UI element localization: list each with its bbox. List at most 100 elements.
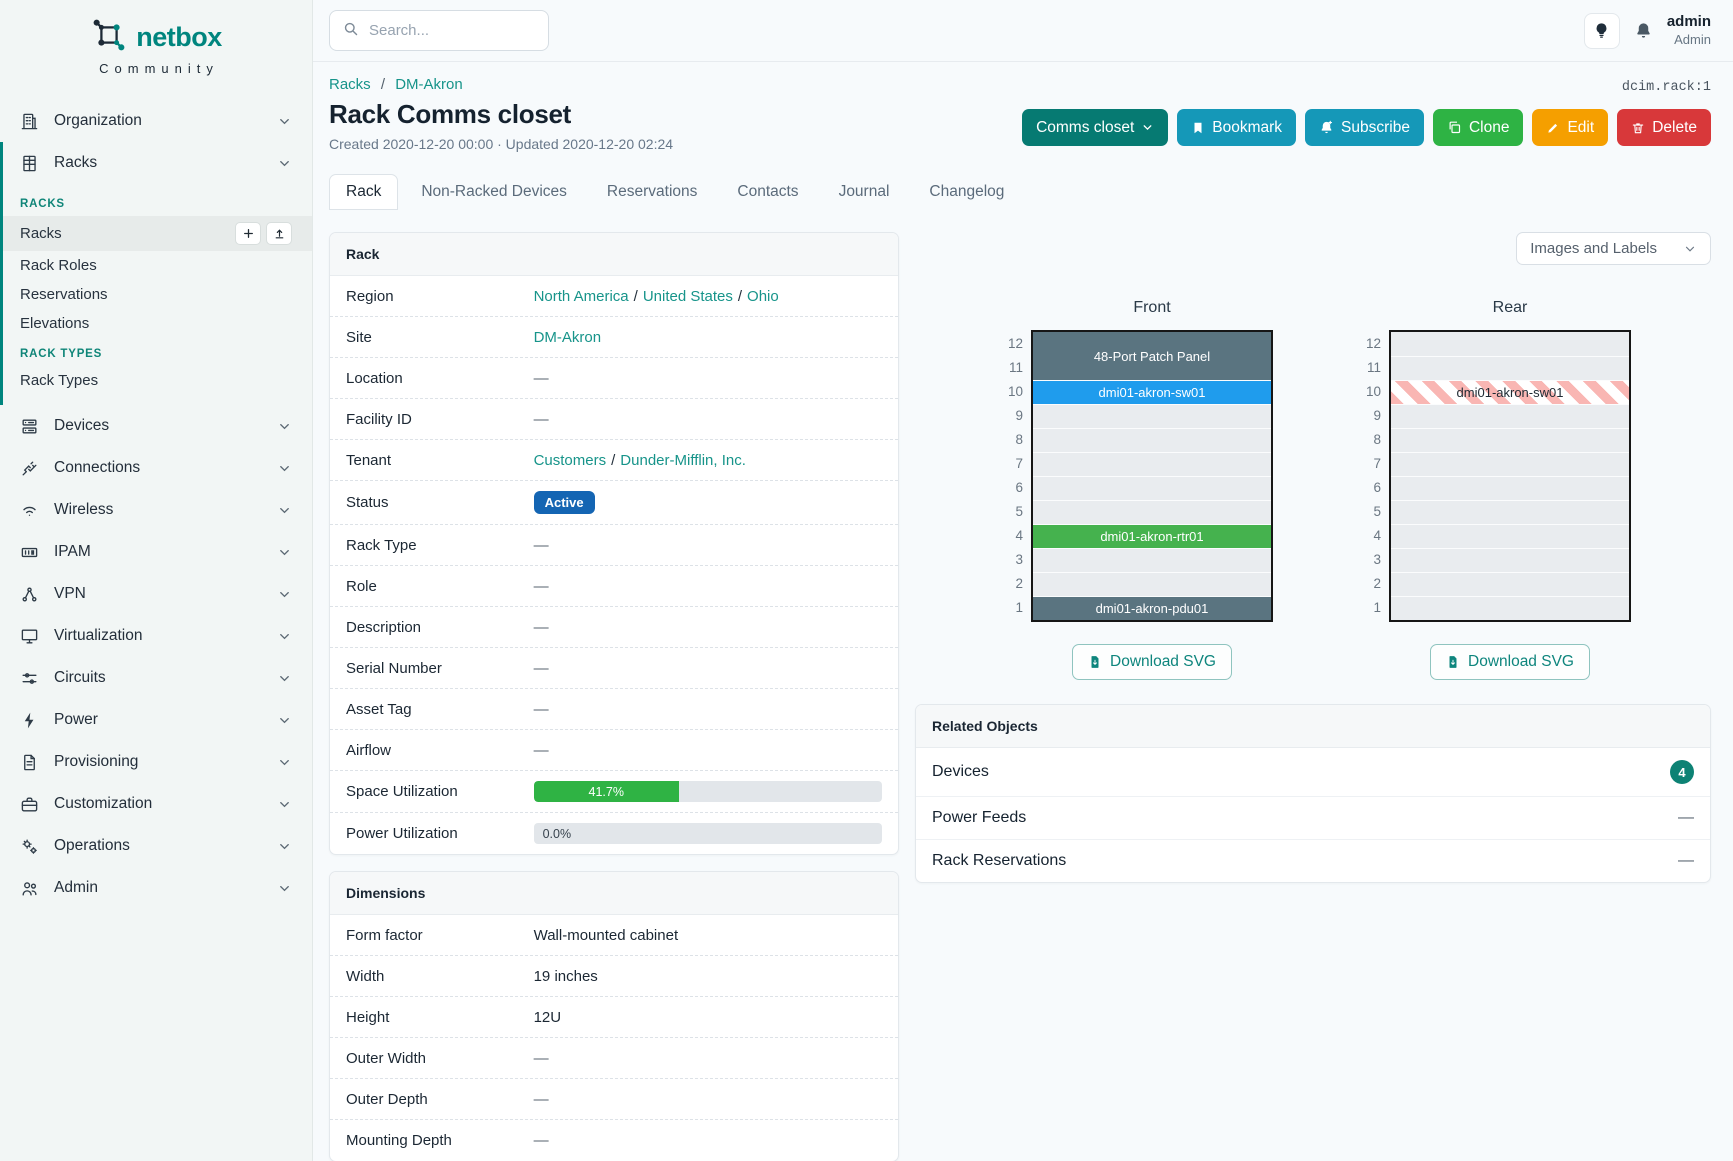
related-row-power-feeds[interactable]: Power Feeds — <box>916 797 1710 840</box>
rack-unit-empty[interactable] <box>1033 548 1271 572</box>
unit-number: 4 <box>1373 528 1381 543</box>
sidebar-item-operations[interactable]: Operations <box>0 825 312 867</box>
rack-unit-empty[interactable] <box>1033 500 1271 524</box>
sidebar-item-admin[interactable]: Admin <box>0 867 312 909</box>
sidebar-item-customization[interactable]: Customization <box>0 783 312 825</box>
related-row-rack-reservations[interactable]: Rack Reservations — <box>932 852 1694 869</box>
unit-number: 8 <box>1373 432 1381 447</box>
bell-plus-icon <box>1321 120 1333 134</box>
sidebar-item-racks[interactable]: Racks <box>0 142 312 184</box>
rack-unit-empty[interactable] <box>1391 404 1629 428</box>
sidebar-item-organization[interactable]: Organization <box>0 100 312 142</box>
notifications-bell-icon[interactable] <box>1634 21 1653 40</box>
page-title: Rack Comms closet <box>329 99 572 129</box>
pencil-icon <box>1548 123 1558 133</box>
add-rack-button[interactable] <box>235 222 261 245</box>
rack-unit-device[interactable]: 48-Port Patch Panel <box>1033 332 1271 380</box>
sidebar-item-rack-types[interactable]: Rack Types <box>20 372 99 389</box>
sidebar-item-vpn[interactable]: VPN <box>0 573 312 615</box>
users-icon <box>20 878 40 898</box>
user-menu[interactable]: admin Admin <box>1667 13 1711 48</box>
sidebar-item-ipam[interactable]: IPAM <box>0 531 312 573</box>
briefcase-icon <box>20 794 40 814</box>
sidebar-item-circuits[interactable]: Circuits <box>0 657 312 699</box>
rack-unit-empty[interactable] <box>1033 404 1271 428</box>
related-row-devices[interactable]: Devices 4 <box>916 748 1710 797</box>
sidebar-item-provisioning[interactable]: Provisioning <box>0 741 312 783</box>
rack-unit-empty[interactable] <box>1391 572 1629 596</box>
related-objects-title: Related Objects <box>916 705 1710 748</box>
site-link[interactable]: DM-Akron <box>533 328 602 346</box>
rack-unit-empty[interactable] <box>1391 548 1629 572</box>
tenant-link[interactable]: Dunder-Mifflin, Inc. <box>620 451 746 469</box>
sidebar-item-racks-list[interactable]: Racks <box>0 216 312 251</box>
sidebar-item-devices[interactable]: Devices <box>0 405 312 447</box>
download-svg-rear-button[interactable]: Download SVG <box>1430 644 1590 680</box>
chevron-down-icon <box>277 881 292 896</box>
bookmark-button[interactable]: Bookmark <box>1177 109 1297 146</box>
sidebar-nav: Organization Racks RACKS <box>0 100 312 909</box>
region-link[interactable]: United States <box>642 287 733 305</box>
elevation-view-select[interactable]: Images and Labels <box>1516 232 1711 265</box>
rack-unit-empty[interactable] <box>1033 452 1271 476</box>
rename-dropdown-button[interactable]: Comms closet <box>1022 109 1169 146</box>
devices-count-badge: 4 <box>1670 760 1694 784</box>
rack-unit-device[interactable]: dmi01-akron-rtr01 <box>1033 524 1271 548</box>
region-link[interactable]: North America <box>533 287 629 305</box>
subscribe-button[interactable]: Subscribe <box>1305 109 1424 146</box>
rack-unit-device[interactable]: dmi01-akron-sw01 <box>1033 380 1271 404</box>
unit-number: 10 <box>1007 384 1023 399</box>
table-row: Airflow — <box>330 730 898 771</box>
delete-button[interactable]: Delete <box>1617 109 1711 146</box>
rack-unit-empty[interactable] <box>1391 428 1629 452</box>
table-row: Description — <box>330 607 898 648</box>
rack-unit-empty[interactable] <box>1391 500 1629 524</box>
tab-non-racked-devices[interactable]: Non-Racked Devices <box>421 183 567 200</box>
search-input[interactable] <box>369 22 536 39</box>
unit-number: 1 <box>1373 600 1381 615</box>
rack-unit-device[interactable]: dmi01-akron-sw01 <box>1391 380 1629 404</box>
rack-unit-empty[interactable] <box>1391 356 1629 380</box>
download-svg-front-button[interactable]: Download SVG <box>1072 644 1232 680</box>
sidebar-item-reservations[interactable]: Reservations <box>20 286 108 303</box>
clone-button[interactable]: Clone <box>1432 109 1524 146</box>
import-racks-button[interactable] <box>266 222 292 245</box>
rack-unit-empty[interactable] <box>1033 476 1271 500</box>
sidebar-item-connections[interactable]: Connections <box>0 447 312 489</box>
sidebar-item-power[interactable]: Power <box>0 699 312 741</box>
building-icon <box>20 111 40 131</box>
rack-unit-device[interactable]: dmi01-akron-pdu01 <box>1033 596 1271 620</box>
edit-button[interactable]: Edit <box>1532 109 1609 146</box>
tab-rack[interactable]: Rack <box>329 174 399 210</box>
tenant-group-link[interactable]: Customers <box>533 451 607 469</box>
region-link[interactable]: Ohio <box>747 287 779 305</box>
rack-unit-empty[interactable] <box>1391 596 1629 620</box>
sidebar-item-wireless[interactable]: Wireless <box>0 489 312 531</box>
dimensions-panel: Dimensions Form factor Wall-mounted cabi… <box>329 871 899 1161</box>
rack-unit-empty[interactable] <box>1391 524 1629 548</box>
file-download-icon <box>1091 656 1099 668</box>
brand[interactable]: netbox Community <box>0 0 312 86</box>
brand-subtitle: Community <box>99 61 219 76</box>
sidebar-item-rack-roles[interactable]: Rack Roles <box>20 257 97 274</box>
theme-toggle-button[interactable] <box>1583 12 1620 49</box>
breadcrumb-racks-link[interactable]: Racks <box>329 76 371 93</box>
tab-contacts[interactable]: Contacts <box>737 183 799 200</box>
ip-grid-icon <box>20 542 40 562</box>
rack-unit-empty[interactable] <box>1391 332 1629 356</box>
sidebar-item-elevations[interactable]: Elevations <box>20 315 90 332</box>
rack-unit-empty[interactable] <box>1391 476 1629 500</box>
tab-changelog[interactable]: Changelog <box>929 183 1005 200</box>
tab-reservations[interactable]: Reservations <box>606 183 698 200</box>
sidebar-item-virtualization[interactable]: Virtualization <box>0 615 312 657</box>
created-updated-meta: Created 2020-12-20 00:00 · Updated 2020-… <box>329 136 674 152</box>
tab-journal[interactable]: Journal <box>838 183 890 200</box>
unit-number: 11 <box>1008 360 1023 375</box>
main-area: admin Admin Racks / DM-Akron Rack Comms … <box>313 0 1733 1161</box>
search-box[interactable] <box>329 10 549 51</box>
rack-unit-empty[interactable] <box>1033 428 1271 452</box>
breadcrumb-site-link[interactable]: DM-Akron <box>395 76 463 93</box>
chevron-down-icon <box>277 587 292 602</box>
rack-unit-empty[interactable] <box>1033 572 1271 596</box>
rack-unit-empty[interactable] <box>1391 452 1629 476</box>
